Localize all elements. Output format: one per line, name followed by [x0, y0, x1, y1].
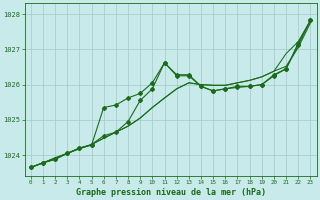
X-axis label: Graphe pression niveau de la mer (hPa): Graphe pression niveau de la mer (hPa) — [76, 188, 266, 197]
